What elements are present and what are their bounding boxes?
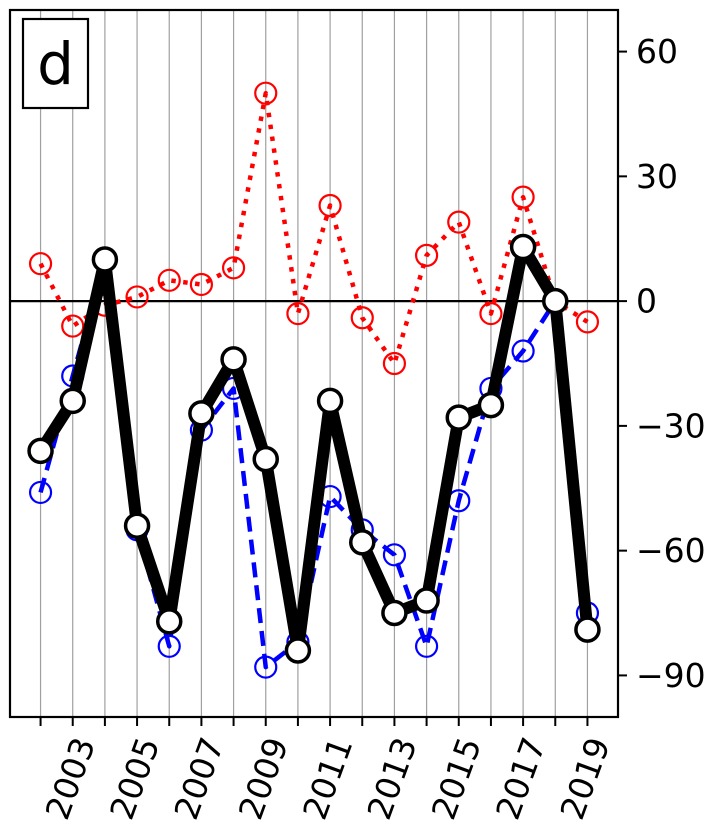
series-1-point-2019: [575, 310, 600, 334]
series-3-point-2005: [123, 512, 151, 539]
series-2-point-2017: [511, 339, 535, 363]
series-1-point-2006: [157, 268, 181, 292]
x-tick-label-2007: 2007: [166, 732, 231, 824]
series-3-point-2007: [188, 400, 215, 427]
series-1-point-2013: [382, 351, 407, 376]
y-tick-label-5: −90: [636, 656, 706, 695]
series-1-point-2005: [125, 285, 149, 309]
series-3-point-2009: [252, 445, 279, 473]
series-2-point-2002: [28, 480, 53, 505]
series-3-point-2017: [509, 233, 537, 261]
series-3-point-2019: [574, 616, 601, 643]
series-2-point-2014: [414, 634, 439, 658]
series-1-point-2017: [511, 185, 535, 209]
series-1-point-2003: [61, 314, 85, 338]
x-tick-label-2011: 2011: [295, 732, 360, 824]
x-tick-label-2017: 2017: [488, 732, 553, 824]
series-3-point-2002: [27, 437, 54, 465]
series-3-line: [34, 241, 594, 657]
x-tick-label-2009: 2009: [231, 732, 296, 824]
y-tick-label-3: −30: [636, 406, 706, 445]
series-1-point-2008: [221, 256, 246, 280]
x-tick-label-2015: 2015: [424, 732, 489, 824]
y-tick-label-0: 60: [636, 32, 678, 71]
series-3-point-2010: [284, 637, 312, 664]
series-3-point-2018: [542, 287, 569, 315]
series-3-point-2013: [381, 599, 408, 627]
series-1-point-2007: [189, 272, 214, 297]
series-1-line: [38, 90, 589, 366]
series-3: [27, 233, 601, 664]
series-3-point-2015: [445, 404, 473, 431]
series-1-point-2016: [479, 301, 503, 326]
x-tick-label-2005: 2005: [102, 732, 167, 824]
y-tick-label-1: 30: [636, 157, 678, 196]
y-tick-label-4: −60: [636, 531, 706, 570]
series-2-point-2006: [157, 634, 181, 658]
series-1-point-2011: [318, 193, 342, 218]
x-tick-label-2019: 2019: [552, 732, 617, 824]
series-3-point-2012: [349, 529, 376, 556]
x-tick-label-2013: 2013: [359, 732, 424, 824]
series-3-point-2011: [316, 387, 344, 415]
panel-label-text: d: [37, 30, 74, 98]
series-3-point-2003: [59, 387, 86, 415]
series-1-point-2015: [447, 210, 471, 234]
plot-frame: [8, 8, 620, 719]
series-2-point-2013: [382, 543, 407, 567]
y-tick-label-2: 0: [636, 282, 657, 321]
panel-label: d: [21, 17, 90, 110]
series-1-point-2010: [286, 301, 310, 326]
series-1-point-2014: [414, 243, 439, 267]
series-1-point-2012: [350, 306, 374, 330]
series-1-point-2009: [254, 81, 278, 105]
panel-label-box: [21, 17, 90, 110]
series-3-point-2004: [91, 246, 119, 273]
series-3-point-2014: [413, 587, 440, 614]
y-axis: 60 30 0 −30 −60 −90: [618, 32, 706, 695]
series-layer: [27, 81, 601, 679]
series-3-point-2016: [477, 391, 505, 419]
series-1-point-2002: [28, 252, 53, 276]
x-tick-label-2003: 2003: [38, 732, 103, 824]
series-3-point-2008: [220, 346, 247, 373]
series-2-point-2009: [254, 655, 278, 679]
series-3-point-2006: [155, 608, 183, 635]
